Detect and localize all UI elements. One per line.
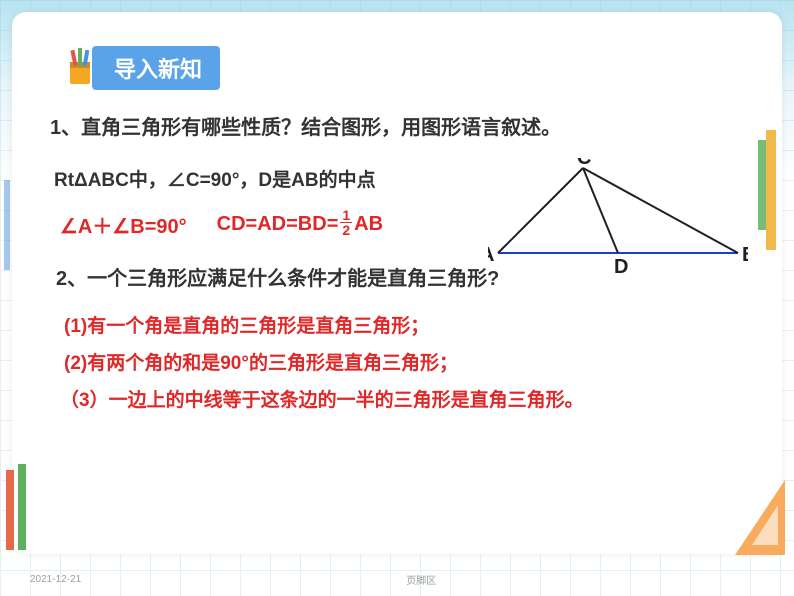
pencil-cup-icon bbox=[64, 48, 98, 88]
deco-ruler-right bbox=[728, 130, 788, 250]
section-header: 导入新知 bbox=[64, 46, 220, 90]
badge-label: 导入新知 bbox=[92, 46, 220, 90]
frac-num: 1 bbox=[340, 208, 352, 223]
frac-den: 2 bbox=[340, 223, 352, 237]
eq2-prefix: CD=AD=BD= bbox=[217, 213, 339, 235]
eq2-suffix: AB bbox=[354, 213, 383, 235]
svg-text:D: D bbox=[614, 256, 628, 278]
deco-pencil-left bbox=[2, 460, 52, 560]
answer-1: (1)有一个角是直角的三角形是直角三角形； bbox=[64, 311, 752, 338]
footer-date: 2021-12-21 bbox=[30, 574, 81, 585]
deco-left-mid bbox=[2, 180, 42, 270]
question-1: 1、直角三角形有哪些性质？结合图形，用图形语言叙述。 bbox=[50, 112, 752, 144]
deco-triangle-ruler bbox=[730, 470, 790, 560]
equation-median: CD=AD=BD=12AB bbox=[217, 210, 383, 239]
footer-right bbox=[761, 574, 764, 585]
answer-3: （3）一边上的中线等于这条边的一半的三角形是直角三角形。 bbox=[60, 385, 752, 412]
footer: 2021-12-21 页脚区 bbox=[0, 562, 794, 596]
svg-text:A: A bbox=[488, 244, 494, 266]
triangle-diagram: ABCD bbox=[488, 158, 748, 278]
fraction-half: 12 bbox=[340, 208, 352, 237]
equation-angles: ∠A＋∠B=90° bbox=[60, 210, 187, 239]
answer-2: (2)有两个角的和是90°的三角形是直角三角形； bbox=[64, 348, 752, 375]
svg-text:C: C bbox=[577, 158, 591, 169]
footer-center: 页脚区 bbox=[406, 572, 436, 587]
